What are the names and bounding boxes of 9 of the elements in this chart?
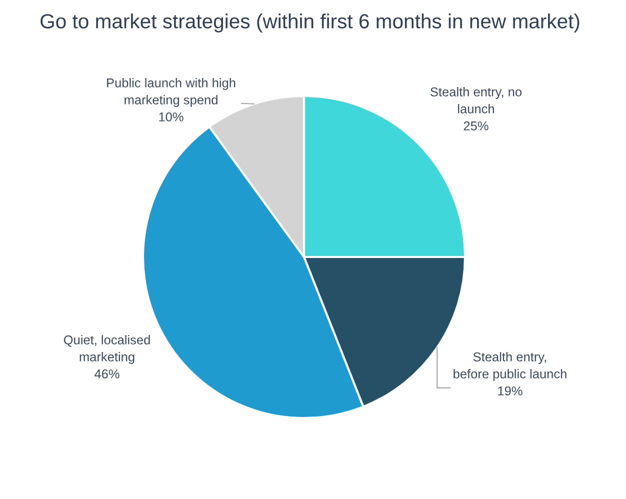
chart-title: Go to market strategies (within first 6 months in new market) — [40, 14, 580, 32]
data-label: 46% — [94, 369, 120, 378]
data-label: 10% — [159, 112, 184, 122]
slice-label: Quiet, localised marketing — [64, 335, 150, 364]
slice-label: Stealth entry, no launch — [430, 87, 522, 114]
slice-label: Stealth entry, before public launch — [454, 352, 566, 381]
data-label: 19% — [498, 386, 522, 396]
slice-label: Public launch with high marketing spend — [107, 78, 236, 107]
data-label: 25% — [464, 121, 488, 130]
